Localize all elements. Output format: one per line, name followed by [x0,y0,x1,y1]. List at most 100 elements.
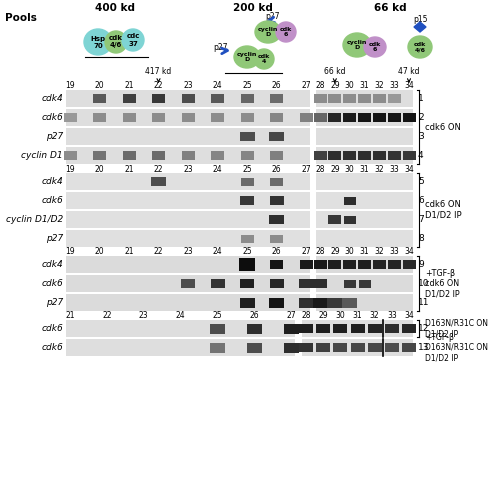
Text: p27: p27 [213,43,227,52]
Text: 200 kd: 200 kd [233,3,273,13]
Bar [316,211,413,228]
Bar [122,113,136,122]
Text: cdk6: cdk6 [41,113,63,122]
Ellipse shape [84,29,112,55]
Bar [358,151,371,160]
Text: 66 kd: 66 kd [374,3,406,13]
Text: 28: 28 [316,165,325,173]
Text: 33: 33 [390,82,399,90]
Bar [316,324,330,333]
Bar [299,279,313,288]
Text: 2: 2 [418,113,424,122]
Bar [182,151,194,160]
Bar [284,324,298,333]
Text: 30: 30 [345,247,354,256]
Bar [385,324,399,333]
Text: 9: 9 [418,260,424,269]
Text: p27: p27 [46,298,63,307]
Text: 21: 21 [65,312,75,321]
Text: 1: 1 [418,94,424,103]
Text: 13: 13 [418,343,430,352]
Text: 24: 24 [176,312,186,321]
Bar [66,192,310,209]
Text: 400 kd: 400 kd [95,3,135,13]
Text: 3: 3 [418,132,424,141]
Text: cdk6: cdk6 [41,279,63,288]
Ellipse shape [343,33,371,57]
Text: 10: 10 [418,279,430,288]
Bar [66,294,310,311]
Bar [358,113,371,122]
Text: 32: 32 [374,82,384,90]
Text: cdk
4: cdk 4 [258,54,270,64]
Text: 25: 25 [212,312,222,321]
Bar [152,151,165,160]
Text: 25: 25 [242,82,252,90]
Text: 30: 30 [345,165,354,173]
Ellipse shape [255,21,281,43]
Ellipse shape [408,36,432,58]
Text: 34: 34 [404,82,414,90]
Bar [344,215,355,224]
Bar [316,109,413,126]
Text: cdk
4/6: cdk 4/6 [109,35,123,48]
Text: 32: 32 [374,165,384,173]
Bar [373,260,386,269]
Text: Pools: Pools [5,13,37,23]
Bar [270,94,283,103]
Text: 29: 29 [318,312,328,321]
Bar [210,324,225,333]
Text: p27: p27 [46,132,63,141]
Bar [342,298,357,308]
Text: cdk4: cdk4 [41,260,63,269]
Text: 31: 31 [352,312,362,321]
Bar [388,151,400,160]
Text: 27: 27 [301,165,311,173]
Bar [334,324,347,333]
Bar [300,260,312,269]
Text: cyclin D1: cyclin D1 [22,151,63,160]
Text: 26: 26 [250,312,259,321]
Bar [240,94,254,103]
Bar [314,260,326,269]
Bar [240,113,254,122]
Text: 19: 19 [65,247,75,256]
Text: 24: 24 [212,165,222,173]
Bar [270,177,283,185]
Text: cdk6: cdk6 [41,196,63,205]
Bar [93,113,106,122]
Text: cdk6: cdk6 [41,343,63,352]
Bar [316,294,413,311]
Bar [211,113,224,122]
Text: Hsp
70: Hsp 70 [90,35,106,48]
Text: 23: 23 [139,312,148,321]
Bar [312,298,328,308]
Bar [152,113,165,122]
Bar [152,94,165,103]
Bar [343,151,356,160]
Bar [373,94,386,103]
Ellipse shape [276,22,296,42]
Bar [93,151,106,160]
Bar [343,113,356,122]
Bar [211,94,224,103]
Ellipse shape [364,37,386,57]
Text: cdk6 ON: cdk6 ON [425,123,461,131]
Text: cyclin
D: cyclin D [258,27,278,37]
Bar [316,343,330,352]
Text: 26: 26 [272,82,281,90]
Bar [270,279,283,288]
Text: 24: 24 [212,82,222,90]
Text: cdk6: cdk6 [41,324,63,333]
Text: 22: 22 [102,312,112,321]
Bar [385,343,399,352]
Bar [181,279,195,288]
Text: 8: 8 [418,234,424,243]
Bar [328,215,342,224]
Bar [402,324,416,333]
Bar [298,298,314,308]
Bar [350,343,364,352]
Bar [284,342,298,353]
Bar [240,235,254,242]
Bar [66,320,295,337]
